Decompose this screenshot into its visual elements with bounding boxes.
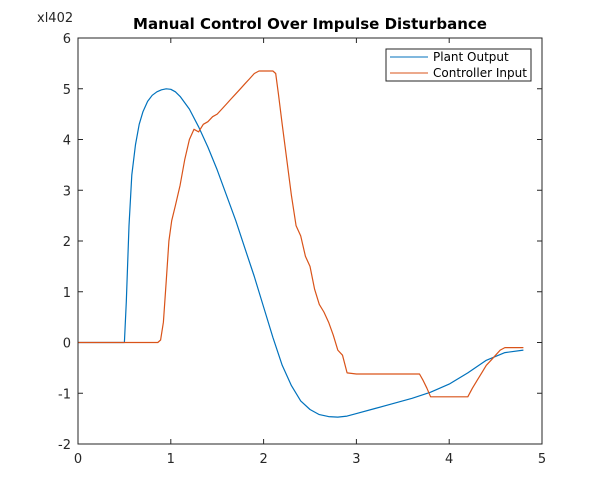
- y-tick-label: 3: [63, 184, 71, 199]
- chart-title: Manual Control Over Impulse Disturbance: [133, 15, 487, 33]
- legend-label-plant-output: Plant Output: [433, 50, 509, 64]
- legend-label-controller-input: Controller Input: [433, 66, 527, 80]
- plot-area: [78, 38, 542, 444]
- x-tick-label: 3: [352, 452, 360, 467]
- axes-box: [77, 37, 543, 445]
- y-tick-label: -2: [58, 438, 71, 453]
- y-tick-label: 0: [63, 337, 71, 352]
- y-tick-label: -1: [58, 387, 71, 402]
- y-tick-label: 2: [63, 235, 71, 250]
- x-tick-label: 2: [259, 452, 267, 467]
- axis-ticks: 0 1 2 3 4 5 -2 -1 0 1 2 3 4 5 6: [58, 32, 546, 467]
- x-tick-label: 4: [445, 452, 453, 467]
- x-tick-label: 0: [74, 452, 82, 467]
- legend-box: [385, 48, 532, 82]
- y-tick-label: 1: [63, 286, 71, 301]
- legend: Plant Output Controller Input: [385, 48, 532, 82]
- series-line-controller-input: [78, 70, 524, 398]
- x-tick-label: 5: [538, 452, 546, 467]
- y-tick-label: 6: [63, 32, 71, 47]
- data-series: [78, 70, 524, 418]
- x-tick-label: 1: [167, 452, 175, 467]
- series-line-plant-output: [78, 88, 524, 418]
- y-tick-label: 4: [63, 134, 71, 149]
- y-multiplier-label: xl402: [37, 11, 73, 26]
- y-tick-label: 5: [63, 83, 71, 98]
